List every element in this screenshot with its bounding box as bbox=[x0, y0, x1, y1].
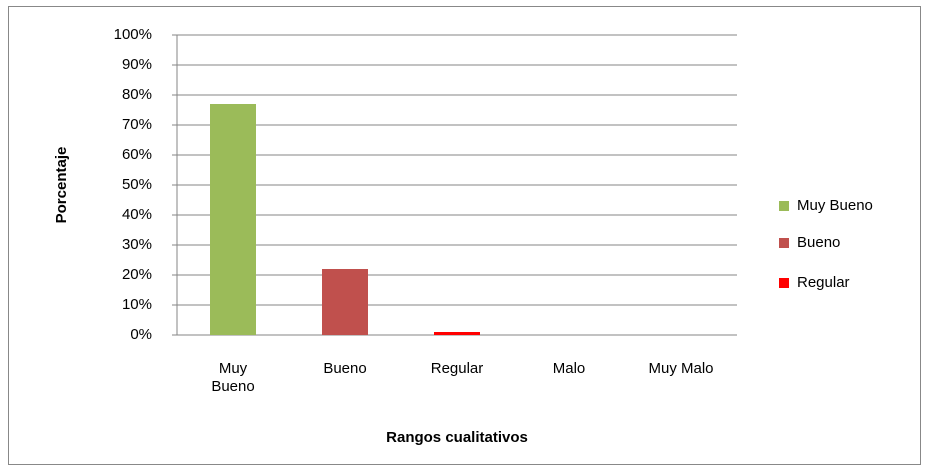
x-tick-label: Muy Malo bbox=[648, 360, 714, 377]
y-tick-label: 0% bbox=[130, 326, 152, 343]
y-tick-label: 50% bbox=[122, 176, 152, 193]
x-tick-label: Regular bbox=[430, 360, 484, 377]
y-tick-label: 70% bbox=[122, 116, 152, 133]
x-axis-label: Rangos cualitativos bbox=[386, 429, 528, 446]
chart-frame bbox=[8, 6, 921, 465]
legend-swatch bbox=[779, 201, 789, 211]
y-tick-label: 80% bbox=[122, 86, 152, 103]
legend-label: Regular bbox=[797, 274, 850, 291]
legend-swatch bbox=[779, 238, 789, 248]
bar bbox=[210, 104, 256, 335]
x-tick-label: Muy Bueno bbox=[211, 360, 255, 395]
legend-label: Bueno bbox=[797, 234, 840, 251]
y-tick-label: 30% bbox=[122, 236, 152, 253]
y-tick-label: 10% bbox=[122, 296, 152, 313]
y-tick-label: 20% bbox=[122, 266, 152, 283]
legend-swatch bbox=[779, 278, 789, 288]
y-tick-label: 100% bbox=[114, 26, 152, 43]
y-axis-label: Porcentaje bbox=[53, 147, 70, 224]
y-tick-label: 90% bbox=[122, 56, 152, 73]
bar bbox=[322, 269, 368, 335]
bar bbox=[434, 332, 480, 335]
legend-label: Muy Bueno bbox=[797, 197, 873, 214]
y-tick-label: 40% bbox=[122, 206, 152, 223]
y-tick-label: 60% bbox=[122, 146, 152, 163]
x-tick-label: Malo bbox=[552, 360, 586, 377]
x-tick-label: Bueno bbox=[323, 360, 367, 377]
